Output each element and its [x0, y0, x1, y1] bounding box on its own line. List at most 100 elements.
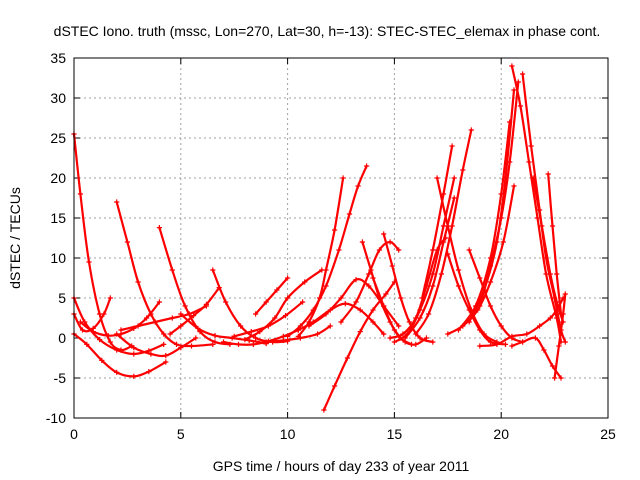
data-point	[445, 251, 451, 257]
data-point	[357, 329, 363, 335]
series-5	[77, 299, 162, 339]
data-point	[509, 333, 515, 339]
data-point	[366, 283, 372, 289]
data-point	[178, 345, 184, 351]
data-point	[248, 329, 254, 335]
data-point	[509, 343, 515, 349]
data-point	[455, 283, 462, 289]
y-tick-label: -10	[46, 410, 66, 426]
data-point	[368, 267, 374, 273]
data-point	[494, 341, 500, 347]
data-point	[396, 247, 402, 253]
y-tick-label: 10	[50, 250, 66, 266]
data-point	[282, 313, 289, 319]
data-point	[413, 341, 419, 347]
data-point	[163, 359, 169, 365]
data-point	[556, 343, 562, 349]
data-point	[545, 171, 551, 177]
data-point	[370, 319, 376, 325]
data-point	[314, 331, 321, 337]
data-point	[169, 267, 175, 273]
data-point	[396, 323, 402, 329]
data-point	[387, 239, 393, 245]
data-point	[430, 247, 436, 253]
series-line	[297, 176, 345, 338]
series-7	[114, 331, 199, 359]
series-23	[338, 239, 402, 325]
data-point	[487, 303, 494, 309]
data-point	[263, 339, 269, 345]
data-point	[417, 307, 423, 313]
data-point	[552, 375, 558, 381]
data-point	[406, 319, 412, 325]
data-point	[178, 311, 184, 317]
data-point	[257, 329, 263, 335]
data-point	[560, 311, 566, 317]
y-axis-label: dSTEC / TECUs	[7, 187, 23, 289]
series-26	[381, 231, 436, 345]
data-point	[417, 315, 423, 321]
data-point	[332, 383, 338, 389]
data-point	[419, 295, 425, 301]
data-point	[212, 339, 218, 345]
x-tick-label: 0	[70, 426, 78, 442]
data-point	[517, 103, 523, 109]
data-point	[389, 263, 395, 269]
series-line	[553, 292, 567, 380]
data-point	[391, 327, 397, 333]
data-point	[131, 351, 137, 357]
data-point	[169, 315, 175, 321]
data-point	[114, 199, 120, 205]
series-line	[468, 248, 524, 344]
data-point	[77, 319, 83, 325]
data-point	[188, 343, 195, 349]
series-31	[419, 143, 455, 301]
data-point	[487, 263, 494, 269]
y-tick-label: 35	[50, 50, 66, 66]
data-point	[449, 143, 455, 149]
data-point	[231, 333, 237, 339]
data-point	[466, 247, 472, 253]
data-point	[163, 353, 169, 359]
x-tick-label: 15	[387, 426, 403, 442]
data-point	[114, 331, 120, 337]
data-point	[148, 351, 154, 357]
data-point	[554, 307, 560, 313]
data-point	[430, 339, 436, 345]
data-point	[191, 313, 197, 319]
data-point	[253, 311, 259, 317]
data-point	[118, 327, 124, 333]
data-point	[455, 267, 462, 273]
data-point	[560, 295, 566, 301]
series-10	[167, 285, 222, 337]
data-point	[547, 271, 553, 277]
data-point	[466, 319, 472, 325]
data-point	[554, 299, 560, 305]
series-44	[477, 295, 566, 349]
series-line	[115, 332, 197, 358]
data-point	[430, 271, 436, 277]
data-point	[468, 127, 474, 133]
data-point	[250, 341, 256, 347]
data-point	[507, 159, 513, 165]
data-point	[487, 339, 494, 345]
data-layer	[71, 63, 568, 413]
data-point	[285, 333, 291, 339]
y-tick-label: 5	[58, 290, 66, 306]
data-point	[387, 335, 393, 341]
data-point	[295, 333, 301, 339]
data-point	[558, 375, 564, 381]
data-point	[520, 71, 526, 77]
x-tick-label: 20	[493, 426, 509, 442]
data-point	[539, 223, 545, 229]
data-point	[549, 223, 556, 229]
y-tick-label: 0	[58, 330, 66, 346]
series-18	[285, 163, 370, 339]
data-point	[167, 331, 173, 337]
data-point	[509, 63, 515, 69]
data-point	[114, 347, 120, 353]
data-point	[430, 283, 436, 289]
plot-frame	[73, 57, 609, 419]
data-point	[460, 167, 466, 173]
data-point	[253, 335, 259, 341]
